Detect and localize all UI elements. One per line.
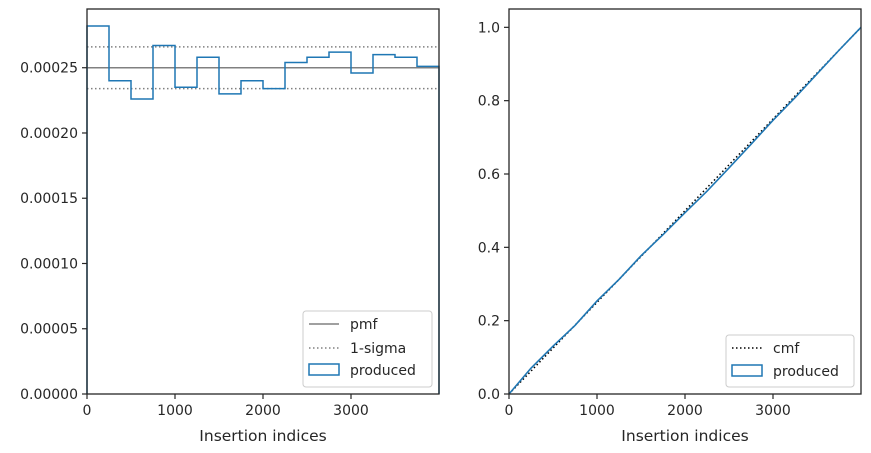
y-tick-label: 0.8 (478, 94, 500, 110)
right-legend-box (725, 334, 855, 388)
x-tick-label: 2000 (667, 403, 703, 419)
legend-sigma-label: 1-sigma (350, 341, 406, 357)
legend-pmf-label: pmf (350, 317, 379, 333)
x-tick-label: 2000 (245, 403, 281, 419)
y-tick-label: 0.4 (478, 240, 500, 256)
right-chart-panel: 0 1000 2000 3000 0.0 0.2 0.4 0.6 0.8 1.0 Inserti… (478, 8, 862, 445)
right-legend: cmf produced (725, 334, 855, 388)
legend-produced-swatch (308, 363, 340, 376)
y-tick-label: 0.0 (478, 387, 500, 403)
left-x-axis-label: Insertion indices (199, 427, 326, 445)
right-y-ticks: 0.0 0.2 0.4 0.6 0.8 1.0 (478, 20, 509, 403)
right-x-ticks: 0 1000 2000 3000 (505, 394, 791, 419)
y-tick-label: 1.0 (478, 20, 500, 36)
produced-histogram-step (86, 25, 440, 394)
y-tick-label: 0.2 (478, 314, 500, 330)
x-tick-label: 3000 (333, 403, 369, 419)
x-tick-label: 1000 (579, 403, 615, 419)
legend-produced-swatch (731, 364, 763, 377)
y-tick-label: 0.00015 (20, 191, 78, 207)
legend-produced-label: produced (773, 364, 839, 380)
y-tick-label: 0.00010 (20, 256, 78, 272)
legend-produced-label: produced (350, 363, 416, 379)
left-x-ticks: 0 1000 2000 3000 (83, 394, 369, 419)
legend-cmf-label: cmf (773, 341, 800, 357)
produced-cumulative-line (508, 26, 862, 395)
x-tick-label: 1000 (157, 403, 193, 419)
left-legend-box (302, 310, 433, 388)
x-tick-label: 3000 (755, 403, 791, 419)
y-tick-label: 0.00025 (20, 61, 78, 77)
left-y-ticks: 0.00000 0.00005 0.00010 0.00015 0.00020 0.000… (20, 61, 87, 403)
left-legend: pmf 1-sigma produced (302, 310, 433, 388)
y-tick-label: 0.00005 (20, 322, 78, 338)
y-tick-label: 0.00020 (20, 126, 78, 142)
x-tick-label: 0 (505, 403, 514, 419)
right-x-axis-label: Insertion indices (621, 427, 748, 445)
x-tick-label: 0 (83, 403, 92, 419)
y-tick-label: 0.00000 (20, 387, 78, 403)
y-tick-label: 0.6 (478, 167, 500, 183)
left-chart-panel: 0 1000 2000 3000 0.000000.000050.000100.000… (20, 8, 440, 445)
